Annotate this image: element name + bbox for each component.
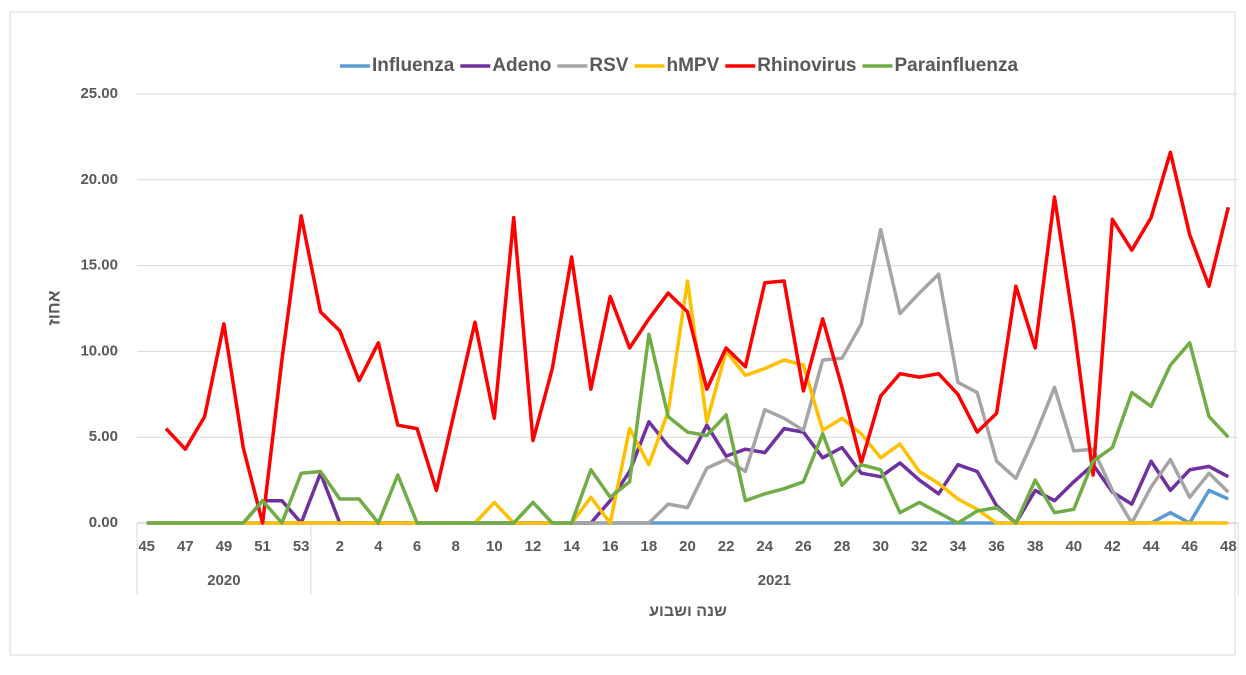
y-tick-label: 20.00 — [80, 171, 118, 188]
series-line — [146, 420, 1230, 525]
x-tick-label: 22 — [718, 538, 735, 555]
x-tick-label: 44 — [1143, 538, 1160, 555]
x-tick-label: 10 — [486, 538, 503, 555]
legend-label: Influenza — [372, 55, 455, 76]
legend-label: hMPV — [666, 55, 719, 76]
x-tick-label: 53 — [293, 538, 310, 555]
x-tick-label: 24 — [756, 538, 773, 555]
x-tick-label: 49 — [216, 538, 233, 555]
x-tick-label: 48 — [1220, 538, 1237, 555]
y-tick-label: 25.00 — [80, 85, 118, 102]
x-tick-label: 36 — [988, 538, 1005, 555]
y-tick-label: 0.00 — [89, 514, 118, 531]
x-tick-label: 34 — [950, 538, 967, 555]
x-tick-label: 32 — [911, 538, 928, 555]
x-tick-label: 28 — [834, 538, 851, 555]
legend-label: Adeno — [492, 55, 551, 76]
x-tick-label: 8 — [452, 538, 460, 555]
x-tick-label: 4 — [374, 538, 383, 555]
x-tick-label: 2 — [336, 538, 344, 555]
x-tick-label: 40 — [1065, 538, 1082, 555]
legend-label: Rhinovirus — [757, 55, 856, 76]
x-tick-label: 18 — [641, 538, 658, 555]
x-tick-label: 20 — [679, 538, 696, 555]
x-tick-label: 6 — [413, 538, 421, 555]
group-label: 2020 — [207, 572, 240, 589]
y-axis-title: אחוז — [44, 290, 63, 325]
y-tick-label: 5.00 — [89, 428, 118, 445]
group-label: 2021 — [758, 572, 791, 589]
x-axis-title: שנה ושבוע — [649, 603, 727, 620]
y-tick-label: 15.00 — [80, 257, 118, 274]
legend-label: RSV — [589, 55, 628, 76]
series-line — [146, 332, 1230, 525]
x-tick-label: 47 — [177, 538, 194, 555]
x-tick-label: 30 — [872, 538, 889, 555]
x-tick-label: 46 — [1181, 538, 1198, 555]
x-tick-label: 42 — [1104, 538, 1121, 555]
y-tick-label: 10.00 — [80, 342, 118, 359]
x-tick-label: 14 — [563, 538, 580, 555]
x-tick-label: 38 — [1027, 538, 1044, 555]
x-tick-label: 51 — [254, 538, 271, 555]
x-tick-label: 16 — [602, 538, 619, 555]
x-tick-label: 26 — [795, 538, 812, 555]
series-line — [164, 150, 1230, 525]
x-tick-label: 12 — [525, 538, 542, 555]
legend-label: Parainfluenza — [895, 55, 1019, 76]
x-tick-label: 45 — [138, 538, 155, 555]
series-line — [146, 279, 1229, 525]
